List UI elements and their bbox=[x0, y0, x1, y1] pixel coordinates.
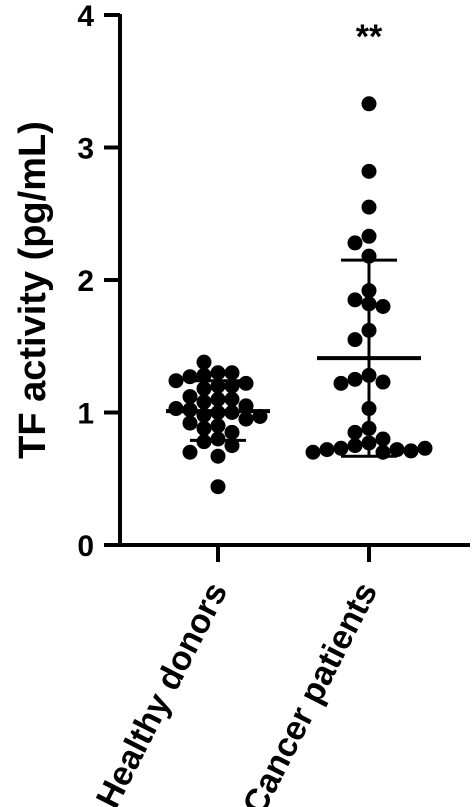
data-point bbox=[361, 248, 377, 264]
data-point bbox=[375, 444, 391, 460]
data-point bbox=[210, 378, 226, 394]
data-point bbox=[210, 391, 226, 407]
data-point bbox=[196, 367, 212, 383]
data-point bbox=[224, 424, 240, 440]
x-category-label-cancer: Cancer patients bbox=[235, 576, 385, 807]
data-point bbox=[375, 299, 391, 314]
data-point bbox=[417, 440, 433, 456]
y-tick-label: 0 bbox=[77, 530, 94, 563]
data-point bbox=[182, 369, 198, 385]
data-point bbox=[375, 431, 391, 447]
series-healthy-donors bbox=[166, 354, 270, 495]
data-point bbox=[333, 375, 349, 391]
x-category-label-healthy: Healthy donors bbox=[89, 576, 235, 807]
data-point bbox=[361, 228, 377, 244]
data-point bbox=[210, 448, 226, 464]
data-point bbox=[389, 442, 405, 458]
data-point bbox=[347, 332, 363, 348]
significance-annotation: ** bbox=[356, 18, 383, 56]
series-cancer-patients bbox=[305, 96, 433, 460]
y-tick-label: 4 bbox=[77, 0, 94, 33]
data-point bbox=[361, 96, 377, 112]
data-point bbox=[319, 442, 335, 458]
data-point bbox=[361, 435, 377, 451]
data-point bbox=[375, 374, 391, 390]
data-point bbox=[361, 296, 377, 312]
data-point bbox=[361, 283, 377, 299]
data-point bbox=[347, 424, 363, 440]
data-point bbox=[238, 375, 254, 391]
data-point bbox=[196, 434, 212, 450]
data-point bbox=[168, 373, 184, 389]
data-point bbox=[347, 438, 363, 454]
data-point bbox=[361, 420, 377, 436]
data-point bbox=[210, 365, 226, 381]
data-point bbox=[196, 381, 212, 397]
data-point bbox=[210, 431, 226, 447]
data-point bbox=[333, 440, 349, 456]
data-point bbox=[347, 292, 363, 308]
data-point bbox=[210, 479, 226, 495]
data-point bbox=[361, 322, 377, 338]
data-point bbox=[361, 163, 377, 179]
y-tick-label: 1 bbox=[77, 398, 94, 431]
data-point bbox=[196, 420, 212, 436]
data-point bbox=[361, 401, 377, 417]
data-point bbox=[347, 235, 363, 251]
data-point bbox=[361, 367, 377, 383]
data-point bbox=[238, 411, 254, 427]
data-point bbox=[182, 389, 198, 405]
data-point bbox=[196, 354, 212, 370]
data-point bbox=[210, 418, 226, 434]
data-point bbox=[168, 401, 184, 417]
data-point bbox=[224, 378, 240, 394]
data-point bbox=[347, 371, 363, 387]
data-point bbox=[403, 443, 419, 459]
data-point bbox=[361, 199, 377, 215]
data-point bbox=[224, 438, 240, 454]
data-point bbox=[182, 415, 198, 431]
data-point bbox=[224, 391, 240, 407]
data-point bbox=[224, 365, 240, 381]
y-tick-label: 2 bbox=[77, 265, 94, 298]
data-point bbox=[305, 444, 321, 460]
data-point bbox=[196, 394, 212, 410]
y-tick-label: 3 bbox=[77, 133, 94, 166]
y-axis-title: TF activity (pg/mL) bbox=[12, 121, 54, 459]
data-point bbox=[182, 444, 198, 460]
